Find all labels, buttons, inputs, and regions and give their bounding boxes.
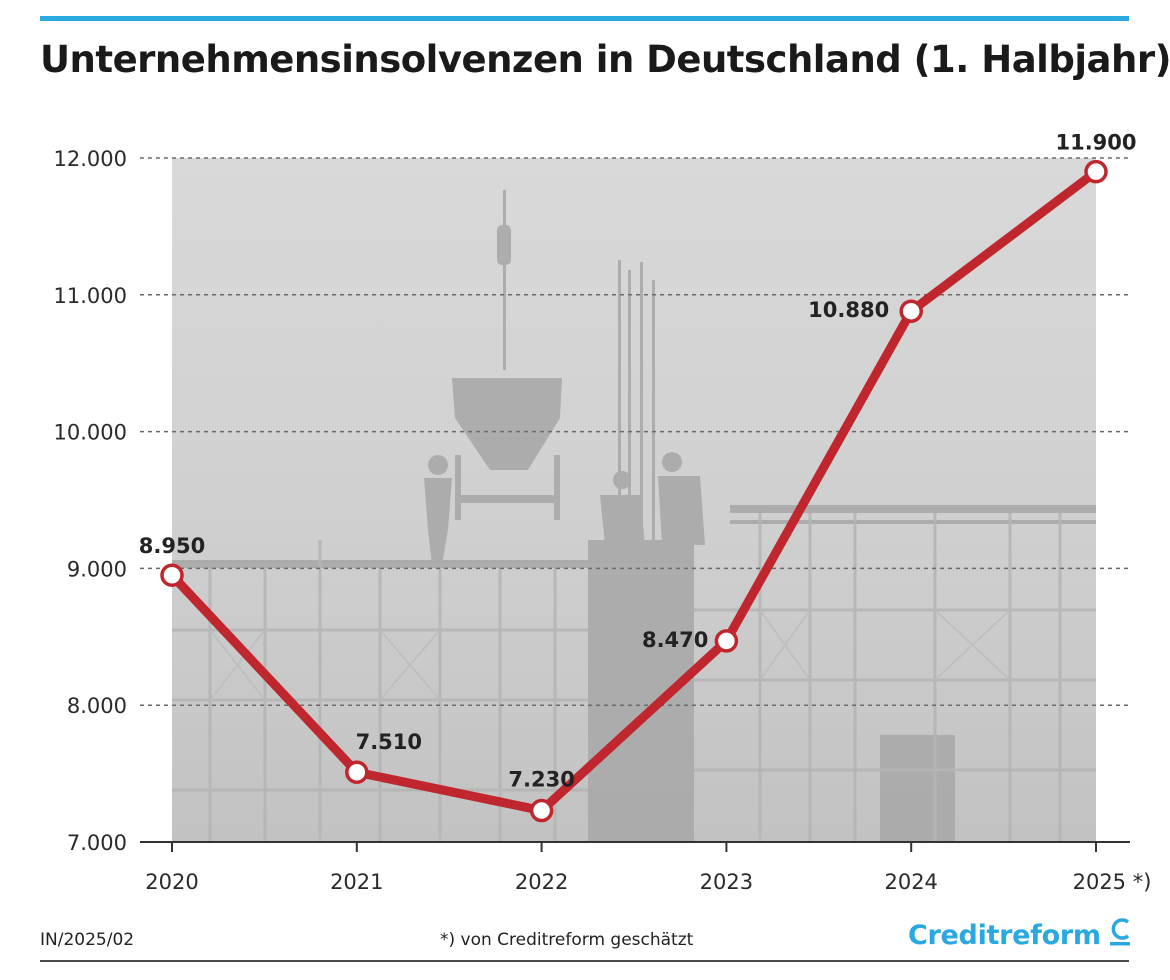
data-label: 7.510	[356, 730, 422, 754]
y-axis: 7.000 8.000 9.000 10.000 11.000 12.000	[54, 147, 127, 855]
data-point-2020	[160, 563, 184, 587]
data-point-2022	[529, 798, 554, 823]
background-photo	[172, 158, 1096, 842]
series-line-group	[160, 159, 1108, 823]
data-label: 11.900	[1055, 131, 1136, 155]
y-tick-label: 10.000	[54, 421, 127, 445]
data-label: 10.880	[808, 298, 889, 322]
data-point-2025	[1084, 159, 1108, 184]
data-point-2023	[714, 629, 739, 653]
top-accent-rule	[40, 16, 1129, 21]
series-line	[167, 167, 1101, 816]
x-tick-label: 2023	[700, 870, 753, 894]
data-point-2021	[345, 760, 369, 784]
footer-note: *) von Creditreform geschätzt	[440, 930, 694, 950]
x-tick-label: 2022	[515, 870, 568, 894]
brand-logo-text: Creditreform	[908, 920, 1101, 951]
x-tick-label: 2021	[330, 870, 383, 894]
y-tick-label: 8.000	[67, 694, 127, 718]
y-tick-label: 7.000	[67, 831, 127, 855]
bottom-rule	[40, 960, 1129, 962]
data-labels: 8.950 7.510 7.230 8.470 10.880 11.900	[139, 131, 1137, 792]
gridlines	[140, 157, 1130, 706]
y-tick-label: 12.000	[54, 147, 127, 171]
data-point-2024	[899, 299, 923, 323]
x-tick-label: 2025 *)	[1073, 870, 1152, 894]
x-tick-label: 2024	[884, 870, 937, 894]
x-axis: 2020 2021 2022 2023 2024 2025 *)	[140, 841, 1152, 894]
x-tick-label: 2020	[145, 870, 198, 894]
data-label: 8.950	[139, 534, 205, 558]
data-label: 8.470	[642, 628, 708, 652]
data-label: 7.230	[508, 768, 574, 792]
footer-code: IN/2025/02	[40, 930, 135, 950]
creditreform-mark-icon	[1110, 918, 1130, 946]
y-tick-label: 11.000	[54, 284, 127, 308]
chart-title: Unternehmensinsolvenzen in Deutschland (…	[40, 38, 1170, 81]
y-tick-label: 9.000	[67, 557, 127, 581]
